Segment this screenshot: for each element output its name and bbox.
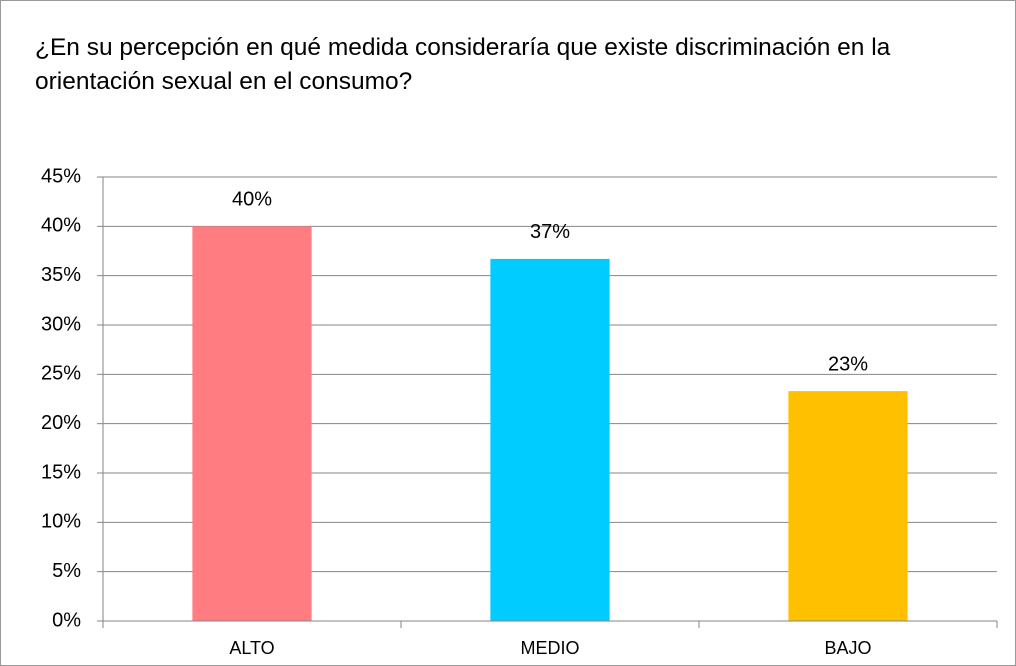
y-tick-label: 30%: [41, 313, 81, 335]
value-label: 40%: [232, 189, 272, 211]
y-tick-label: 45%: [41, 165, 81, 187]
y-tick-label: 25%: [41, 363, 81, 385]
x-tick-label: MEDIO: [520, 638, 579, 658]
y-tick-label: 40%: [41, 215, 81, 237]
x-tick-label: BAJO: [824, 638, 871, 658]
bar: [788, 391, 908, 621]
y-tick-label: 10%: [41, 511, 81, 533]
y-tick-label: 15%: [41, 461, 81, 483]
bar: [490, 258, 610, 621]
y-tick-label: 0%: [52, 609, 81, 631]
value-label: 37%: [530, 221, 570, 243]
value-label: 23%: [828, 353, 868, 375]
bar: [192, 226, 312, 622]
chart-title: ¿En su percepción en qué medida consider…: [35, 34, 891, 95]
y-tick-label: 20%: [41, 412, 81, 434]
x-tick-label: ALTO: [229, 638, 274, 658]
y-tick-label: 35%: [41, 264, 81, 286]
y-tick-label: 5%: [52, 560, 81, 582]
